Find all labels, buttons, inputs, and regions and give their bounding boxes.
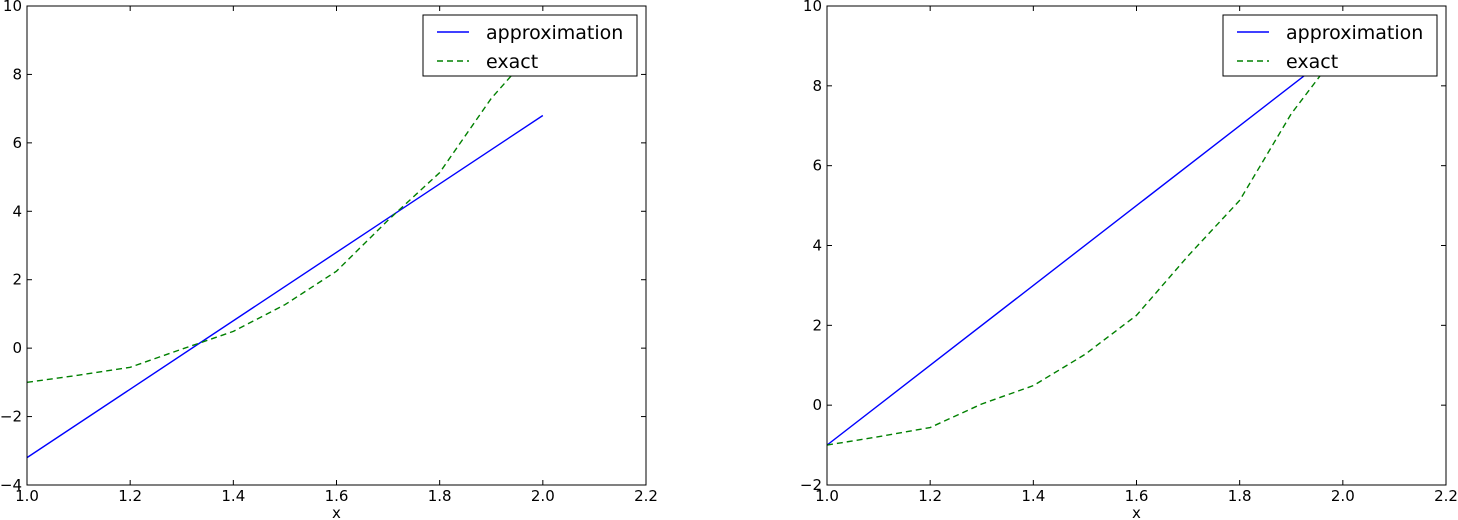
legend: approximation exact — [1222, 14, 1438, 77]
y-tick-label: −2 — [0, 408, 22, 426]
y-tick-label: 2 — [12, 271, 22, 289]
legend-label-approximation: approximation — [1286, 22, 1423, 44]
legend-label-exact: exact — [1286, 51, 1338, 73]
legend-label-approximation: approximation — [486, 22, 623, 44]
x-axis-label: x — [332, 504, 341, 520]
y-tick-label: 2 — [812, 316, 822, 334]
chart-panel-1: 1.0 1.2 1.4 1.6 1.8 2.0 2.2 −4 −2 0 2 4 6 8 10 x approxi… — [0, 0, 658, 520]
y-tick-label: 0 — [812, 396, 822, 414]
y-tick-label: 10 — [803, 0, 822, 15]
x-tick-label: 1.2 — [118, 487, 142, 505]
series-line-approximation — [827, 45, 1344, 446]
y-tick-label: 4 — [12, 202, 22, 220]
x-tick-label: 2.2 — [634, 487, 658, 505]
legend-label-exact: exact — [486, 51, 538, 73]
x-tick-label: 1.2 — [918, 487, 942, 505]
y-tick-label: 8 — [12, 65, 22, 83]
x-tick-label: 1.8 — [428, 487, 452, 505]
x-tick-label: 2.0 — [1331, 487, 1355, 505]
y-tick-label: 10 — [3, 0, 22, 15]
y-tick-label: 0 — [12, 339, 22, 357]
y-tick-label: −4 — [0, 476, 22, 494]
series-group — [827, 45, 1344, 446]
y-tick-label: 6 — [812, 157, 822, 175]
y-tick-label: 4 — [812, 237, 822, 255]
y-tick-label: 6 — [12, 134, 22, 152]
series-line-exact — [27, 39, 544, 384]
x-tick-label: 2.2 — [1434, 487, 1458, 505]
series-group — [27, 39, 544, 459]
x-tick-label: 1.8 — [1228, 487, 1252, 505]
y-tick-label: −2 — [800, 476, 822, 494]
legend-box — [422, 14, 638, 77]
x-tick-label: 2.0 — [531, 487, 555, 505]
x-tick-label: 1.0 — [15, 487, 39, 505]
x-tick-label: 1.4 — [1021, 487, 1045, 505]
x-tick-label: 1.6 — [325, 487, 349, 505]
x-tick-label: 1.6 — [1125, 487, 1149, 505]
x-axis-label: x — [1132, 504, 1141, 520]
plot-area — [27, 6, 646, 485]
y-tick-label: 8 — [812, 77, 822, 95]
chart-panel-2: 1.0 1.2 1.4 1.6 1.8 2.0 2.2 −2 0 2 4 6 8 10 x approxima… — [800, 0, 1458, 520]
legend-box — [1222, 14, 1438, 77]
series-line-approximation — [27, 114, 544, 459]
legend: approximation exact — [422, 14, 638, 77]
x-tick-label: 1.4 — [221, 487, 245, 505]
x-tick-label: 1.0 — [815, 487, 839, 505]
plot-area — [827, 6, 1446, 485]
